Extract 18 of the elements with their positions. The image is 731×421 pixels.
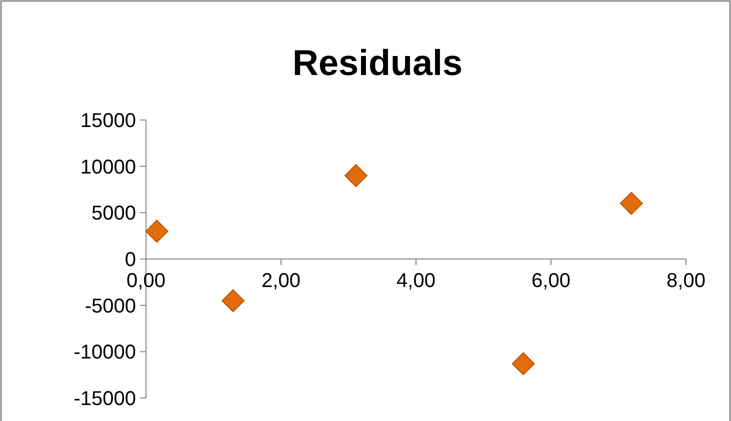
point bbox=[344, 164, 368, 188]
y-tick-label: 5000 bbox=[92, 202, 136, 225]
y-tick-label: -10000 bbox=[74, 342, 136, 364]
point bbox=[620, 192, 643, 215]
y-tick-label: 15000 bbox=[80, 110, 136, 132]
y-tick-label: 10000 bbox=[80, 156, 136, 178]
point bbox=[145, 220, 168, 243]
x-tick-label: 6,00 bbox=[532, 270, 570, 292]
x-tick-label: 0,00 bbox=[126, 270, 166, 292]
point bbox=[512, 352, 535, 376]
chart-title: Residuals bbox=[292, 42, 463, 83]
x-tick-label: 4,00 bbox=[396, 270, 436, 292]
y-tick-label: -15000 bbox=[74, 388, 136, 410]
y-tick-label: 0 bbox=[124, 249, 136, 271]
x-tick-label: 2,00 bbox=[262, 270, 300, 292]
y-tick-label: -5000 bbox=[84, 295, 136, 318]
x-tick-label: 8,00 bbox=[666, 270, 706, 292]
point bbox=[222, 289, 245, 312]
